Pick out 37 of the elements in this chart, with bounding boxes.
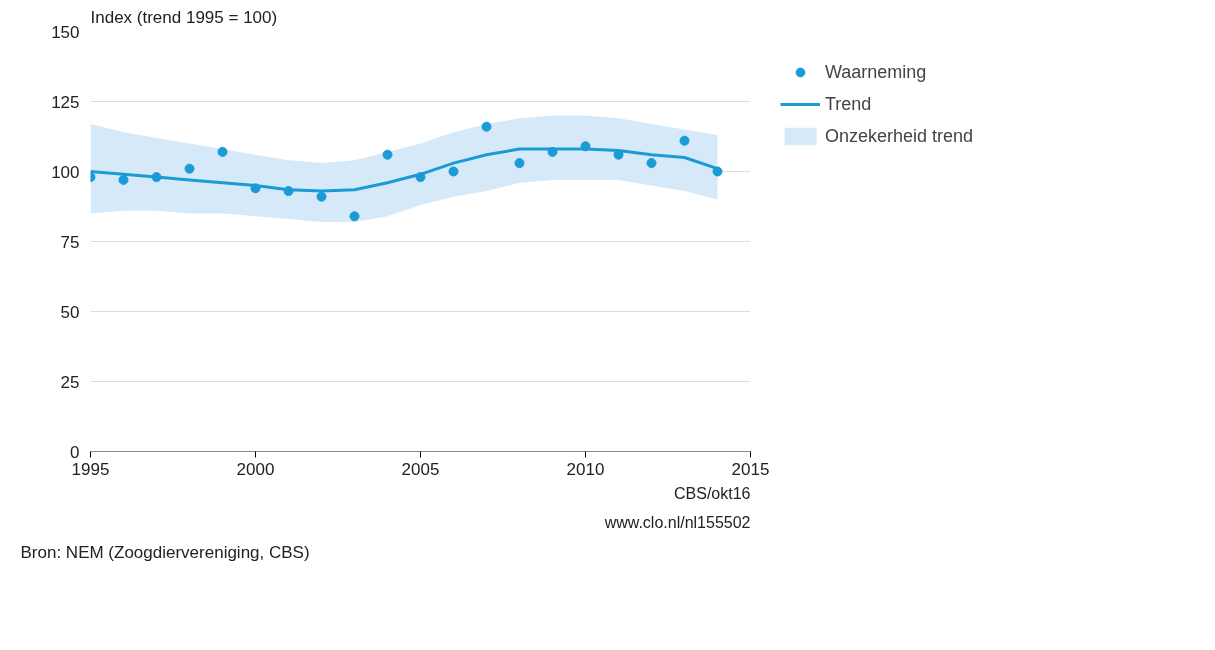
point bbox=[316, 191, 327, 202]
point bbox=[646, 158, 657, 169]
point bbox=[415, 172, 426, 183]
point bbox=[481, 121, 492, 132]
point bbox=[184, 163, 195, 174]
point bbox=[250, 183, 261, 194]
x-tick-label: 2005 bbox=[401, 459, 440, 479]
text: Bron: NEM (Zoogdiervereniging, CBS) bbox=[20, 542, 310, 562]
text: www.clo.nl/nl155502 bbox=[603, 513, 751, 531]
point bbox=[118, 174, 129, 185]
y-axis-title: Index (trend 1995 = 100) bbox=[90, 7, 278, 27]
point bbox=[151, 172, 162, 183]
y-tick-label: 50 bbox=[60, 302, 80, 322]
point bbox=[349, 211, 360, 222]
point bbox=[283, 186, 294, 197]
legend-label: Onzekerheid trend bbox=[825, 125, 974, 147]
text: CBS/okt16 bbox=[674, 484, 751, 502]
point bbox=[217, 146, 228, 157]
y-tick-label: 75 bbox=[60, 232, 80, 252]
x-tick-label: 2000 bbox=[236, 459, 275, 479]
point bbox=[514, 158, 525, 169]
y-tick-label: 100 bbox=[51, 162, 80, 182]
y-tick-label: 0 bbox=[70, 442, 80, 462]
x-tick-label: 1995 bbox=[71, 459, 110, 479]
y-tick-label: 25 bbox=[60, 372, 80, 392]
x-tick-label: 2010 bbox=[566, 459, 605, 479]
point bbox=[382, 149, 393, 160]
point bbox=[580, 141, 591, 152]
point bbox=[679, 135, 690, 146]
y-tick-label: 150 bbox=[51, 22, 80, 42]
legend-label: Trend bbox=[825, 93, 872, 115]
point bbox=[712, 166, 723, 177]
point bbox=[448, 166, 459, 177]
legend-label: Waarneming bbox=[825, 61, 927, 83]
point bbox=[547, 146, 558, 157]
y-tick-label: 125 bbox=[51, 92, 80, 112]
x-tick-label: 2015 bbox=[731, 459, 770, 479]
